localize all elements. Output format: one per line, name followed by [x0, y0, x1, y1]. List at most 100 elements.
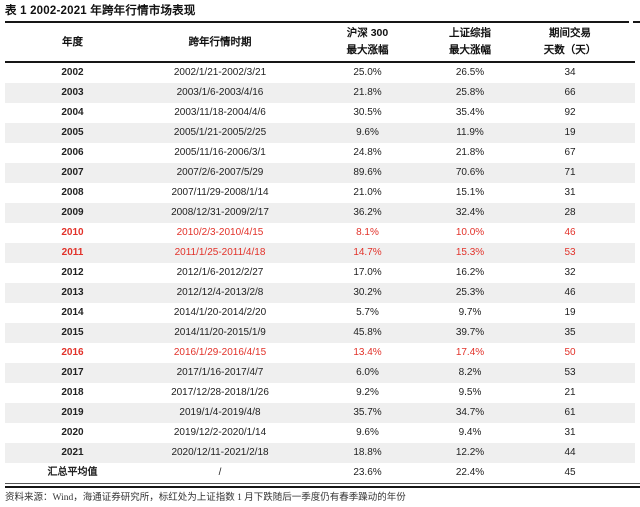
column-header-year: 年度: [5, 23, 140, 63]
sse-max-gain-cell: 11.9%: [456, 127, 484, 138]
period-cell: 2005/1/21-2005/2/25: [173, 127, 267, 138]
column-header-label-line2: 天数（天）: [543, 44, 597, 56]
hs300-max-gain-cell: 17.0%: [353, 267, 382, 278]
hs300-max-gain-cell: 6.0%: [356, 367, 379, 378]
hs300-max-gain-cell: 36.2%: [353, 207, 382, 218]
table-row: 2004 2003/11/18-2004/4/6 30.5% 35.4% 92: [5, 103, 635, 123]
trading-days-cell: 31: [564, 427, 576, 438]
trading-days-cell: 46: [564, 287, 576, 298]
table-row: 2005 2005/1/21-2005/2/25 9.6% 11.9% 19: [5, 123, 635, 143]
column-header-label: 沪深 300: [346, 27, 389, 39]
period-cell: 2010/2/3-2010/4/15: [176, 227, 264, 238]
column-header-label: 上证综指: [449, 27, 491, 39]
table-body: 2002 2002/1/21-2002/3/21 25.0% 26.5% 34 …: [5, 62, 635, 483]
hs300-max-gain-cell: 18.8%: [353, 447, 382, 458]
hs300-max-gain-cell: 21.8%: [353, 87, 382, 98]
hs300-max-gain-cell: 21.0%: [353, 187, 382, 198]
sse-max-gain-cell: 34.7%: [455, 407, 485, 418]
hs300-max-gain-cell: 9.6%: [356, 127, 379, 138]
period-cell: 2003/1/6-2003/4/16: [176, 87, 264, 98]
table-row: 2008 2007/11/29-2008/1/14 21.0% 15.1% 31: [5, 183, 635, 203]
sse-max-gain-cell: 9.5%: [458, 387, 482, 398]
table-row: 2013 2012/12/4-2013/2/8 30.2% 25.3% 46: [5, 283, 635, 303]
trading-days-cell: 28: [564, 207, 576, 218]
sse-max-gain-cell: 35.4%: [455, 107, 485, 118]
hs300-max-gain-cell: 14.7%: [353, 247, 382, 258]
hs300-max-gain-cell: 23.6%: [353, 467, 382, 478]
year-cell: 2002: [61, 67, 84, 78]
table-row: 2017 2017/1/16-2017/4/7 6.0% 8.2% 53: [5, 363, 635, 383]
year-cell: 2018: [61, 387, 84, 398]
year-cell: 汇总平均值: [47, 467, 98, 478]
sse-max-gain-cell: 17.4%: [455, 347, 485, 358]
sse-max-gain-cell: 16.2%: [455, 267, 485, 278]
trading-days-cell: 45: [564, 467, 576, 478]
sse-max-gain-cell: 21.8%: [455, 147, 485, 158]
period-cell: 2014/1/20-2014/2/20: [173, 307, 267, 318]
table-header: 年度 跨年行情时期 沪深 300 最大涨幅 上证综指最大涨幅 期间交易天数（天）: [5, 23, 635, 63]
column-header-label-line2: 最大涨幅: [346, 44, 389, 56]
trading-days-cell: 71: [564, 167, 576, 178]
year-cell: 2021: [61, 447, 84, 458]
period-cell: 2005/11/16-2006/3/1: [174, 147, 266, 158]
table-row: 2003 2003/1/6-2003/4/16 21.8% 25.8% 66: [5, 83, 635, 103]
sse-max-gain-cell: 10.0%: [455, 227, 485, 238]
sse-max-gain-cell: 9.7%: [458, 307, 482, 318]
year-cell: 2016: [61, 347, 84, 358]
hs300-max-gain-cell: 24.8%: [353, 147, 382, 158]
hs300-max-gain-cell: 9.2%: [356, 387, 379, 398]
trading-days-cell: 19: [564, 127, 576, 138]
trading-days-cell: 92: [564, 107, 576, 118]
column-header-label: 期间交易: [549, 27, 591, 39]
hs300-max-gain-cell: 45.8%: [353, 327, 382, 338]
top-rule: [5, 21, 640, 23]
sse-max-gain-cell: 39.7%: [455, 327, 485, 338]
sse-max-gain-cell: 15.3%: [455, 247, 485, 258]
hs300-max-gain-cell: 30.2%: [353, 287, 382, 298]
column-header-label-line2: 最大涨幅: [449, 44, 491, 56]
period-cell: 2019/12/2-2020/1/14: [173, 427, 267, 438]
sse-max-gain-cell: 12.2%: [455, 447, 485, 458]
year-cell: 2014: [61, 307, 84, 318]
top-rule-end: [633, 21, 640, 23]
table-row: 2018 2017/12/28-2018/1/26 9.2% 9.5% 21: [5, 383, 635, 403]
trading-days-cell: 35: [564, 327, 576, 338]
hs300-max-gain-cell: 5.7%: [356, 307, 379, 318]
table-title: 表 1 2002-2021 年跨年行情市场表现: [5, 5, 196, 17]
table-row: 2015 2014/11/20-2015/1/9 45.8% 39.7% 35: [5, 323, 635, 343]
period-cell: 2017/12/28-2018/1/26: [171, 387, 269, 398]
sse-max-gain-cell: 25.3%: [455, 287, 485, 298]
year-cell: 2007: [61, 167, 84, 178]
trading-days-cell: 46: [564, 227, 576, 238]
trading-days-cell: 34: [564, 67, 576, 78]
sse-max-gain-cell: 25.8%: [455, 87, 485, 98]
period-cell: 2020/12/11-2021/2/18: [171, 447, 269, 458]
bottom-double-rule: [5, 483, 640, 488]
trading-days-cell: 21: [564, 387, 576, 398]
trading-days-cell: 61: [564, 407, 576, 418]
table-row: 2010 2010/2/3-2010/4/15 8.1% 10.0% 46: [5, 223, 635, 243]
sse-max-gain-cell: 70.6%: [455, 167, 485, 178]
hs300-max-gain-cell: 89.6%: [353, 167, 382, 178]
period-cell: 2012/1/6-2012/2/27: [176, 267, 264, 278]
trading-days-cell: 50: [564, 347, 576, 358]
year-cell: 2019: [61, 407, 84, 418]
period-cell: 2007/11/29-2008/1/14: [171, 187, 269, 198]
table-row: 2019 2019/1/4-2019/4/8 35.7% 34.7% 61: [5, 403, 635, 423]
top-rule-main: [5, 21, 629, 23]
table-row: 2006 2005/11/16-2006/3/1 24.8% 21.8% 67: [5, 143, 635, 163]
period-cell: 2002/1/21-2002/3/21: [173, 67, 267, 78]
year-cell: 2005: [61, 127, 84, 138]
hs300-max-gain-cell: 9.6%: [356, 427, 379, 438]
period-cell: 2017/1/16-2017/4/7: [176, 367, 264, 378]
column-header-period: 跨年行情时期: [140, 23, 300, 63]
table-row: 2020 2019/12/2-2020/1/14 9.6% 9.4% 31: [5, 423, 635, 443]
table-row: 2021 2020/12/11-2021/2/18 18.8% 12.2% 44: [5, 443, 635, 463]
hs300-max-gain-cell: 25.0%: [353, 67, 382, 78]
table-row: 2002 2002/1/21-2002/3/21 25.0% 26.5% 34: [5, 62, 635, 83]
period-cell: 2008/12/31-2009/2/17: [171, 207, 269, 218]
trading-days-cell: 32: [564, 267, 576, 278]
trading-days-cell: 67: [564, 147, 576, 158]
trading-days-cell: 66: [564, 87, 576, 98]
hs300-max-gain-cell: 30.5%: [353, 107, 382, 118]
